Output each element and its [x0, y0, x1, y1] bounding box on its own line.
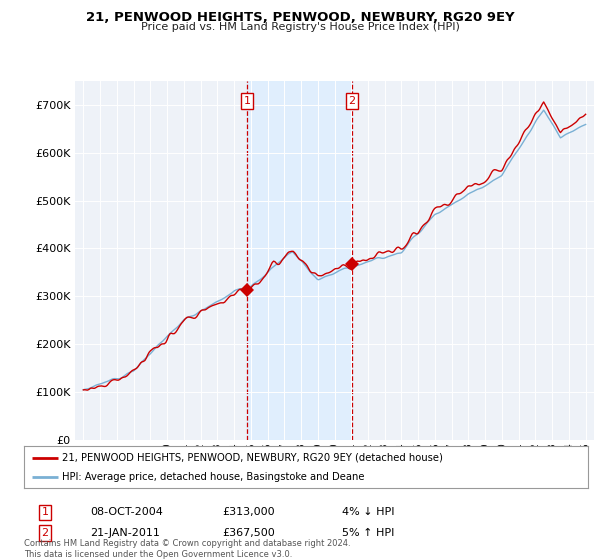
Text: £313,000: £313,000 [222, 507, 275, 517]
Text: 21, PENWOOD HEIGHTS, PENWOOD, NEWBURY, RG20 9EY (detached house): 21, PENWOOD HEIGHTS, PENWOOD, NEWBURY, R… [62, 452, 443, 463]
Text: 4% ↓ HPI: 4% ↓ HPI [342, 507, 395, 517]
Text: Price paid vs. HM Land Registry's House Price Index (HPI): Price paid vs. HM Land Registry's House … [140, 22, 460, 32]
Text: £367,500: £367,500 [222, 528, 275, 538]
Text: Contains HM Land Registry data © Crown copyright and database right 2024.
This d: Contains HM Land Registry data © Crown c… [24, 539, 350, 559]
Text: 21, PENWOOD HEIGHTS, PENWOOD, NEWBURY, RG20 9EY: 21, PENWOOD HEIGHTS, PENWOOD, NEWBURY, R… [86, 11, 514, 24]
Text: 2: 2 [349, 96, 356, 106]
Text: 1: 1 [244, 96, 250, 106]
Text: 1: 1 [41, 507, 49, 517]
Bar [247, 81, 352, 440]
Text: 5% ↑ HPI: 5% ↑ HPI [342, 528, 394, 538]
Text: HPI: Average price, detached house, Basingstoke and Deane: HPI: Average price, detached house, Basi… [62, 472, 365, 482]
Text: 2: 2 [41, 528, 49, 538]
Text: 21-JAN-2011: 21-JAN-2011 [90, 528, 160, 538]
Text: 08-OCT-2004: 08-OCT-2004 [90, 507, 163, 517]
